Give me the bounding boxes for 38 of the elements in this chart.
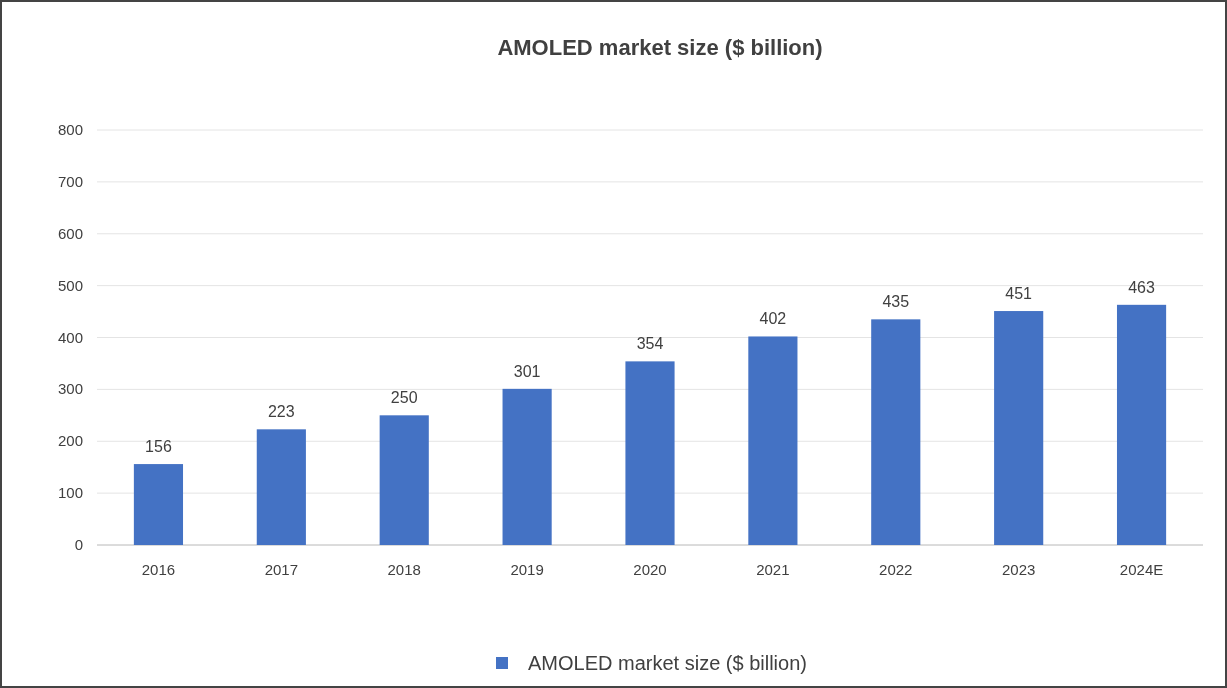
y-tick-label: 800 [57,121,83,138]
data-label: 354 [636,335,664,353]
x-tick-label: 2020 [633,561,667,578]
x-tick-label: 2021 [756,561,790,578]
chart-title: AMOLED market size ($ billion) [497,35,823,60]
data-label: 451 [1005,285,1033,303]
x-tick-label: 2017 [264,561,299,578]
data-label: 402 [759,310,787,328]
y-tick-label: 400 [57,328,83,346]
data-label: 223 [267,403,295,421]
bar [502,388,552,545]
bar [379,415,429,545]
y-tick-label: 700 [57,172,83,190]
y-tick-label: 600 [57,224,83,242]
data-label: 301 [513,362,541,380]
y-tick-label: 200 [57,432,83,450]
y-tick-label: 500 [57,276,83,294]
bar [625,361,675,545]
bar [1116,304,1167,545]
x-tick-label: 2023 [1001,561,1036,578]
data-label: 250 [390,389,418,407]
bar [748,336,798,545]
x-tick-label: 2022 [879,561,913,578]
x-tick-label: 2019 [510,561,544,578]
x-tick-label: 2018 [387,561,421,578]
bar [871,319,921,545]
bar [256,429,306,545]
data-label: 156 [145,438,172,456]
bar [133,464,184,545]
y-tick-label: 0 [74,536,83,553]
data-label: 463 [1128,278,1155,296]
bar [994,311,1044,545]
y-tick-label: 100 [57,484,83,502]
legend-label: AMOLED market size ($ billion) [528,652,807,674]
y-tick-label: 300 [57,380,83,398]
x-tick-label: 2024E [1119,561,1164,578]
x-tick-label: 2016 [141,561,176,578]
data-label: 435 [882,293,910,311]
